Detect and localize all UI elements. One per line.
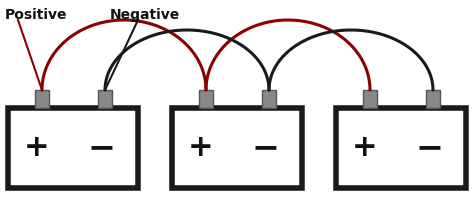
Text: −: −: [252, 131, 280, 164]
Text: +: +: [188, 133, 213, 162]
Bar: [172, 108, 302, 188]
Text: −: −: [416, 131, 444, 164]
Bar: [262, 90, 276, 108]
Text: Negative: Negative: [110, 8, 180, 22]
Text: +: +: [24, 133, 49, 162]
Bar: [8, 108, 138, 188]
Text: −: −: [88, 131, 116, 164]
Text: Positive: Positive: [5, 8, 67, 22]
Bar: [336, 108, 466, 188]
Bar: [35, 90, 49, 108]
Bar: [98, 90, 112, 108]
Bar: [363, 90, 377, 108]
Bar: [199, 90, 213, 108]
Text: +: +: [352, 133, 377, 162]
Bar: [426, 90, 440, 108]
